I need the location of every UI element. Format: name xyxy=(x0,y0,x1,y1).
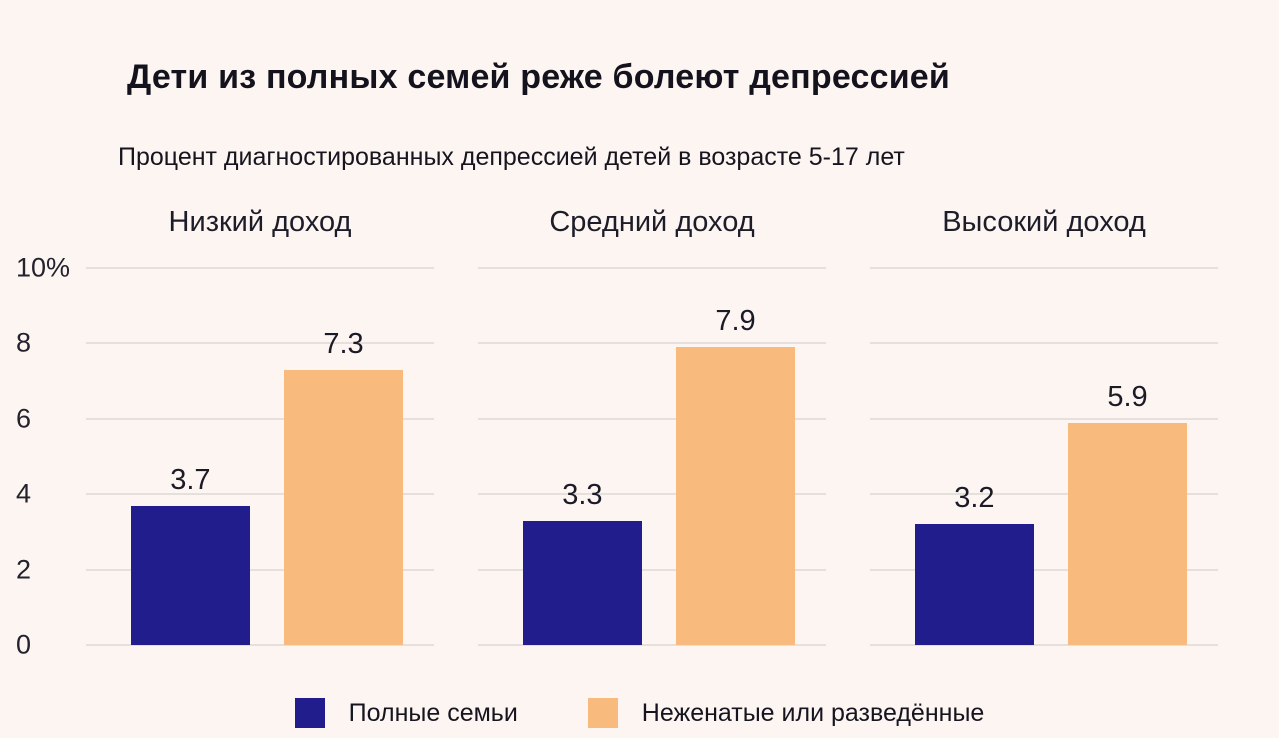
legend-item-single-divorced: Неженатые или разведённые xyxy=(587,698,985,728)
bar-series-1-group-0: 7.3 xyxy=(284,328,403,645)
legend-swatch-navy xyxy=(294,698,325,728)
bar-value-label: 3.2 xyxy=(954,482,995,515)
panel-title: Низкий доход xyxy=(168,206,352,238)
bar-series-1-group-2: 5.9 xyxy=(1068,381,1187,645)
chart-legend: Полные семьи Неженатые или разведённые xyxy=(0,698,1279,728)
gridline xyxy=(870,342,1218,345)
income-panel-2: Высокий доход 3.2 5.9 xyxy=(870,0,1218,700)
chart-title: Дети из полных семей реже болеют депресс… xyxy=(127,58,951,96)
gridline xyxy=(478,568,826,571)
gridline xyxy=(86,568,434,571)
bar-value-label: 5.9 xyxy=(1107,380,1148,413)
y-tick-0: 0 xyxy=(16,629,32,660)
gridline xyxy=(870,568,1218,571)
gridline xyxy=(478,417,826,420)
y-axis: 10% 8 6 4 2 0 xyxy=(16,253,74,660)
bar-series-0-group-2: 3.2 xyxy=(915,482,1034,645)
bar-series-0-group-1: 3.3 xyxy=(523,479,642,645)
y-tick-4: 4 xyxy=(16,478,32,509)
panel-plot: 3.7 7.3 xyxy=(86,267,434,646)
gridline xyxy=(478,342,826,345)
chart-subtitle: Процент диагностированных депрессией дет… xyxy=(118,143,905,171)
y-tick-8: 8 xyxy=(16,327,32,358)
bar-series-0-group-0: 3.7 xyxy=(131,464,250,645)
panel-plot: 3.3 7.9 xyxy=(478,267,826,646)
gridline xyxy=(478,493,826,496)
gridline xyxy=(86,267,434,269)
bar-value-label: 7.3 xyxy=(323,327,364,360)
panel-title: Средний доход xyxy=(549,206,755,238)
gridline xyxy=(478,267,826,269)
legend-label-single-divorced: Неженатые или разведённые xyxy=(641,698,985,727)
income-panel-1: Средний доход 3.3 7.9 xyxy=(478,0,826,700)
y-tick-2: 2 xyxy=(16,554,32,585)
legend-swatch-orange xyxy=(587,698,618,728)
gridline xyxy=(870,417,1218,420)
gridline xyxy=(478,644,826,646)
gridline xyxy=(86,342,434,345)
gridline xyxy=(86,417,434,420)
legend-label-complete-families: Полные семьи xyxy=(348,698,518,727)
bar-value-label: 3.3 xyxy=(562,478,603,511)
bar-series-1-group-1: 7.9 xyxy=(676,305,795,645)
y-tick-10: 10% xyxy=(16,252,71,283)
income-panel-0: Низкий доход 3.7 7.3 xyxy=(86,0,434,700)
panel-title: Высокий доход xyxy=(942,206,1146,238)
gridline xyxy=(870,267,1218,269)
legend-item-complete-families: Полные семьи xyxy=(294,698,518,728)
panel-plot: 3.2 5.9 xyxy=(870,267,1218,646)
gridline xyxy=(86,493,434,496)
gridline xyxy=(870,644,1218,646)
bar-value-label: 3.7 xyxy=(170,463,211,496)
y-tick-6: 6 xyxy=(16,403,32,434)
gridline xyxy=(870,493,1218,496)
bar-value-label: 7.9 xyxy=(715,305,756,338)
gridline xyxy=(86,644,434,646)
